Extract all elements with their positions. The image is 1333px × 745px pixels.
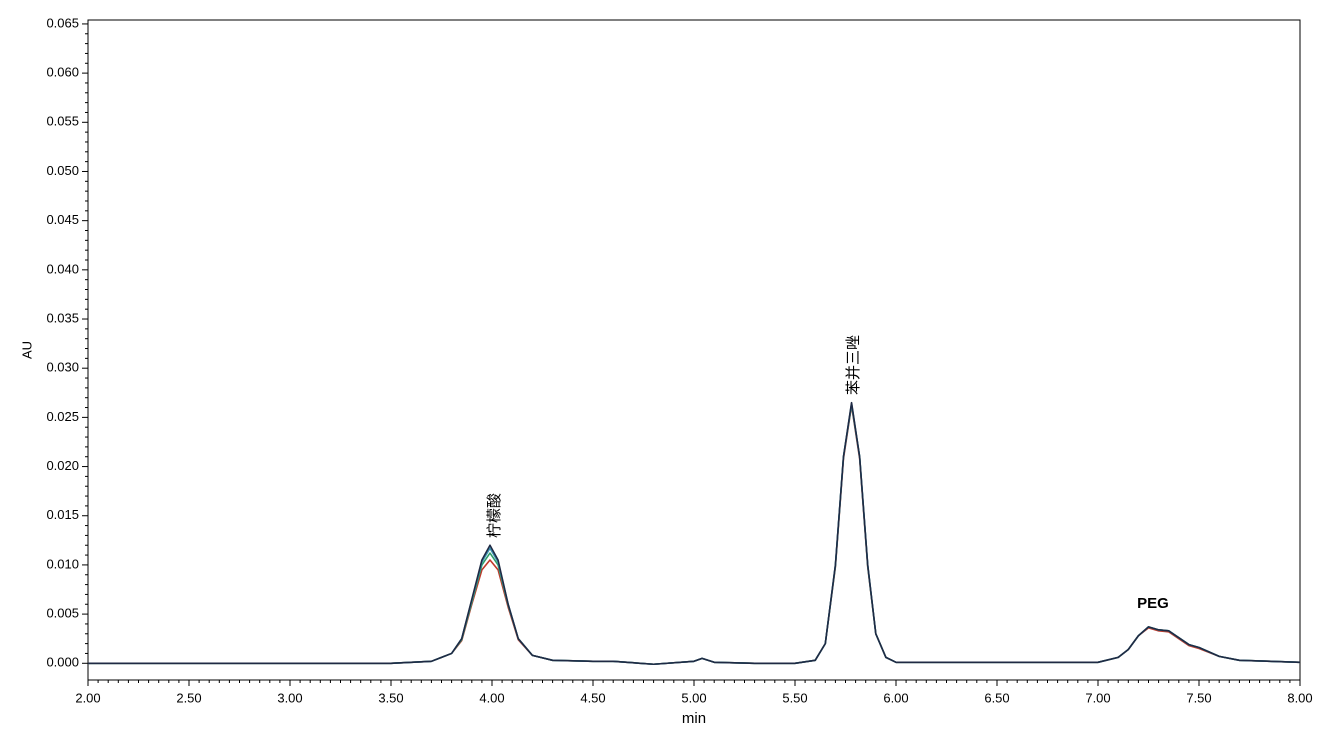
y-tick-label: 0.060	[46, 65, 79, 80]
y-tick-label: 0.040	[46, 261, 79, 276]
trace	[88, 403, 1301, 666]
y-axis-label: AU	[19, 341, 34, 359]
x-axis-label: min	[682, 710, 706, 727]
x-tick-label: 5.00	[681, 690, 706, 705]
y-tick-label: 0.025	[46, 409, 79, 424]
plot-frame	[87, 19, 1301, 681]
y-tick-label: 0.010	[46, 556, 79, 571]
trace	[88, 402, 1301, 666]
x-tick-label: 7.50	[1186, 690, 1211, 705]
y-tick-label: 0.065	[46, 15, 79, 30]
x-tick-label: 2.50	[176, 690, 201, 705]
x-tick-label: 3.50	[378, 690, 403, 705]
trace	[88, 404, 1301, 666]
y-tick-label: 0.005	[46, 606, 79, 621]
x-tick-label: 7.00	[1085, 690, 1110, 705]
y-tick-label: 0.000	[46, 655, 79, 670]
y-tick-label: 0.050	[46, 163, 79, 178]
x-tick-label: 5.50	[782, 690, 807, 705]
x-tick-label: 2.00	[75, 690, 100, 705]
x-tick-label: 8.00	[1287, 690, 1312, 705]
x-tick-label: 3.00	[277, 690, 302, 705]
y-tick-label: 0.030	[46, 360, 79, 375]
x-tick-label: 6.00	[883, 690, 908, 705]
x-tick-label: 4.50	[580, 690, 605, 705]
x-tick-label: 4.00	[479, 690, 504, 705]
peak-label: 柠檬酸	[486, 493, 503, 538]
y-tick-label: 0.045	[46, 212, 79, 227]
y-tick-label: 0.035	[46, 310, 79, 325]
peak-label: 苯并三唑	[845, 335, 862, 395]
y-tick-label: 0.055	[46, 114, 79, 129]
y-tick-label: 0.015	[46, 507, 79, 522]
y-tick-label: 0.020	[46, 458, 79, 473]
x-tick-label: 6.50	[984, 690, 1009, 705]
trace	[88, 401, 1301, 666]
peak-label: PEG	[1137, 595, 1169, 612]
